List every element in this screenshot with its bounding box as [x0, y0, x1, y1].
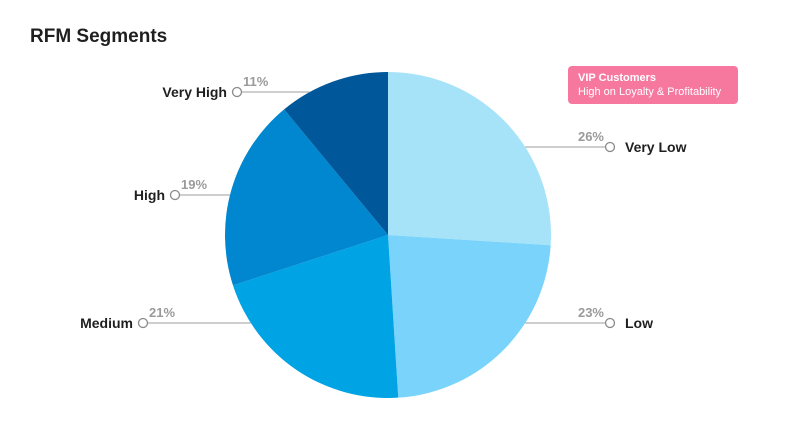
value-label-low: 23% — [578, 305, 604, 320]
value-label-very-low: 26% — [578, 129, 604, 144]
pie-slice-high — [224, 109, 388, 286]
value-label-very-high: 11% — [243, 74, 269, 89]
category-label-medium: Medium — [80, 315, 133, 331]
leader-marker-high — [169, 189, 181, 201]
pie-slice-very-high — [284, 72, 388, 235]
leader-marker-low — [604, 317, 616, 329]
leader-marker-very-low — [604, 141, 616, 153]
category-label-very-high: Very High — [162, 84, 227, 100]
category-label-very-low: Very Low — [625, 139, 687, 155]
value-label-medium: 21% — [149, 305, 175, 320]
vip-callout-title: VIP Customers — [578, 72, 657, 84]
vip-callout-subtitle: High on Loyalty & Profitability — [578, 86, 722, 98]
pie-slice-very-low — [388, 72, 551, 246]
category-label-low: Low — [625, 315, 653, 331]
pie-slice-low — [388, 235, 551, 398]
value-label-high: 19% — [181, 177, 207, 192]
leader-marker-very-high — [231, 86, 243, 98]
vip-callout: VIP Customers High on Loyalty & Profitab… — [568, 66, 738, 104]
leader-marker-medium — [137, 317, 149, 329]
category-label-high: High — [134, 187, 165, 203]
chart-title: RFM Segments — [30, 26, 168, 47]
pie-slice-medium — [232, 235, 399, 398]
